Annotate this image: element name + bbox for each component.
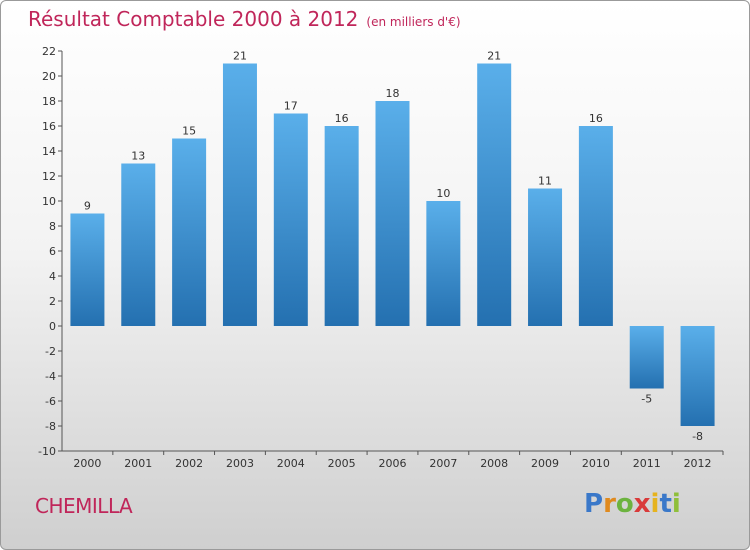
- value-label-2005: 16: [335, 112, 349, 125]
- y-tick-label: 18: [42, 95, 56, 108]
- y-tick-label: -4: [45, 370, 56, 383]
- y-tick-label: 20: [42, 70, 56, 83]
- bar-2002: [172, 138, 207, 326]
- value-label-2000: 9: [84, 200, 91, 213]
- y-tick-label: 12: [42, 170, 56, 183]
- x-tick-label: 2005: [328, 457, 356, 470]
- y-tick-label: 4: [49, 270, 56, 283]
- y-tick-label: 8: [49, 220, 56, 233]
- y-tick-label: 16: [42, 120, 56, 133]
- y-tick-label: 14: [42, 145, 56, 158]
- bar-2012: [680, 326, 715, 426]
- x-tick-label: 2009: [531, 457, 559, 470]
- value-label-2002: 15: [182, 125, 196, 138]
- x-tick-label: 2004: [277, 457, 305, 470]
- place-name: CHEMILLA: [35, 494, 133, 518]
- bar-2009: [528, 188, 563, 326]
- value-label-2008: 21: [487, 50, 501, 63]
- logo-letter: t: [659, 489, 672, 519]
- y-tick-label: 2: [49, 295, 56, 308]
- chart-subtitle: (en milliers d'€): [366, 15, 461, 29]
- bar-2010: [578, 126, 613, 326]
- logo-letter: i: [650, 489, 660, 519]
- value-label-2010: 16: [589, 112, 603, 125]
- bar-2006: [375, 101, 410, 326]
- y-tick-label: 0: [49, 320, 56, 333]
- value-label-2012: -8: [692, 430, 703, 443]
- bar-2011: [629, 326, 664, 389]
- y-tick-label: -6: [45, 395, 56, 408]
- y-tick-label: -2: [45, 345, 56, 358]
- logo-letter: r: [603, 489, 616, 519]
- x-tick-label: 2012: [684, 457, 712, 470]
- bar-2001: [121, 163, 156, 326]
- logo-letter: o: [615, 489, 634, 519]
- y-tick-label: 22: [42, 45, 56, 58]
- x-tick-label: 2003: [226, 457, 254, 470]
- x-tick-label: 2002: [175, 457, 203, 470]
- x-tick-label: 2010: [582, 457, 610, 470]
- bar-2005: [324, 126, 359, 326]
- proxiti-logo: Proxiti: [584, 489, 681, 519]
- bar-2007: [426, 201, 461, 326]
- y-tick-label: -8: [45, 420, 56, 433]
- x-tick-label: 2006: [379, 457, 407, 470]
- x-tick-label: 2000: [73, 457, 101, 470]
- logo-letter: x: [633, 489, 651, 519]
- value-label-2004: 17: [284, 100, 298, 113]
- x-tick-label: 2007: [429, 457, 457, 470]
- value-label-2007: 10: [436, 187, 450, 200]
- x-tick-label: 2001: [124, 457, 152, 470]
- x-tick-label: 2011: [633, 457, 661, 470]
- logo-letter: i: [671, 489, 681, 519]
- x-tick-label: 2008: [480, 457, 508, 470]
- bar-2004: [273, 113, 308, 326]
- bars: [70, 63, 715, 426]
- y-tick-label: 6: [49, 245, 56, 258]
- value-label-2001: 13: [131, 150, 145, 163]
- labels: 9 13 15 21 17 16 18 10 21 11 16 -5 -8: [84, 50, 703, 444]
- bar-2008: [477, 63, 512, 326]
- logo-letter: P: [584, 489, 604, 519]
- y-tick-label: -10: [38, 445, 56, 458]
- value-label-2006: 18: [386, 87, 400, 100]
- chart-title-text: Résultat Comptable 2000 à 2012: [28, 7, 359, 31]
- value-label-2011: -5: [641, 393, 652, 406]
- chart-title: Résultat Comptable 2000 à 2012 (en millie…: [28, 7, 461, 31]
- value-label-2003: 21: [233, 50, 247, 63]
- value-label-2009: 11: [538, 175, 552, 188]
- y-tick-label: 10: [42, 195, 56, 208]
- bar-2000: [70, 213, 105, 326]
- bar-2003: [222, 63, 257, 326]
